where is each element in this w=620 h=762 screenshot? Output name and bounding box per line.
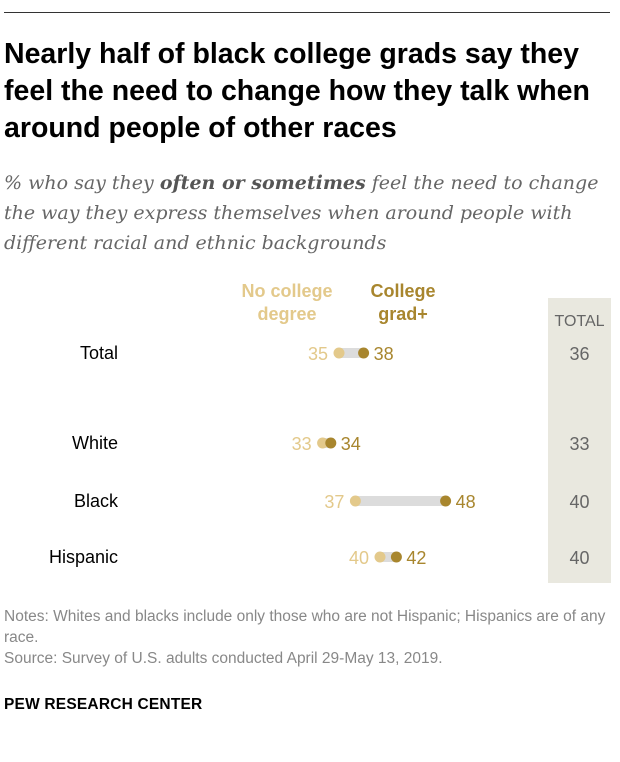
value-label-no-college-white: 33 [292,434,312,454]
connector-total [339,348,364,358]
legend-label-college-grad: grad+ [378,304,428,324]
top-rule [4,12,610,13]
category-label-hispanic: Hispanic [49,547,118,567]
value-label-no-college-hispanic: 40 [349,548,369,568]
dot-no-college-total [333,347,345,359]
dot-college-grad-hispanic [390,551,402,563]
brand-logo-text: PEW RESEARCH CENTER [4,696,203,713]
subtitle-prefix: % who say they [4,172,160,194]
total-value-total: 36 [569,344,589,364]
dot-college-grad-total [358,347,370,359]
value-label-no-college-black: 37 [324,492,344,512]
chart-subtitle: % who say they often or sometimes feel t… [4,168,614,258]
value-label-college-grad-black: 48 [456,492,476,512]
chart-title: Nearly half of black college grads say t… [4,38,590,144]
connector-black [355,496,446,506]
notes-block: Notes: Whites and blacks include only th… [4,606,614,669]
dot-college-grad-black [440,495,452,507]
value-label-no-college-total: 35 [308,344,328,364]
total-column-header: TOTAL [554,313,604,330]
value-label-college-grad-hispanic: 42 [406,548,426,568]
dot-no-college-hispanic [374,551,386,563]
dot-no-college-white [317,437,329,449]
subtitle-suffix: feel the need to change the way they exp… [4,172,599,254]
category-label-black: Black [74,491,119,511]
notes-text: Notes: Whites and blacks include only th… [4,608,606,646]
value-label-college-grad-total: 38 [374,344,394,364]
connector-hispanic [380,552,397,562]
category-label-white: White [72,433,118,453]
total-value-black: 40 [569,492,589,512]
dot-plot-chart: TOTAL No college degree College grad+ Total 35… [49,281,611,583]
source-text: Source: Survey of U.S. adults conducted … [4,650,443,667]
legend-label-no-college: No college [241,281,332,301]
category-label-total: Total [80,343,118,363]
total-value-white: 33 [569,434,589,454]
total-column-background [548,298,611,583]
total-value-hispanic: 40 [569,548,589,568]
dot-no-college-black [349,495,361,507]
legend-label-college-grad: College [370,281,435,301]
legend-label-no-college: degree [257,304,316,324]
value-label-college-grad-white: 34 [341,434,361,454]
dot-college-grad-white [325,437,337,449]
subtitle-emphasis: often or sometimes [159,172,366,194]
